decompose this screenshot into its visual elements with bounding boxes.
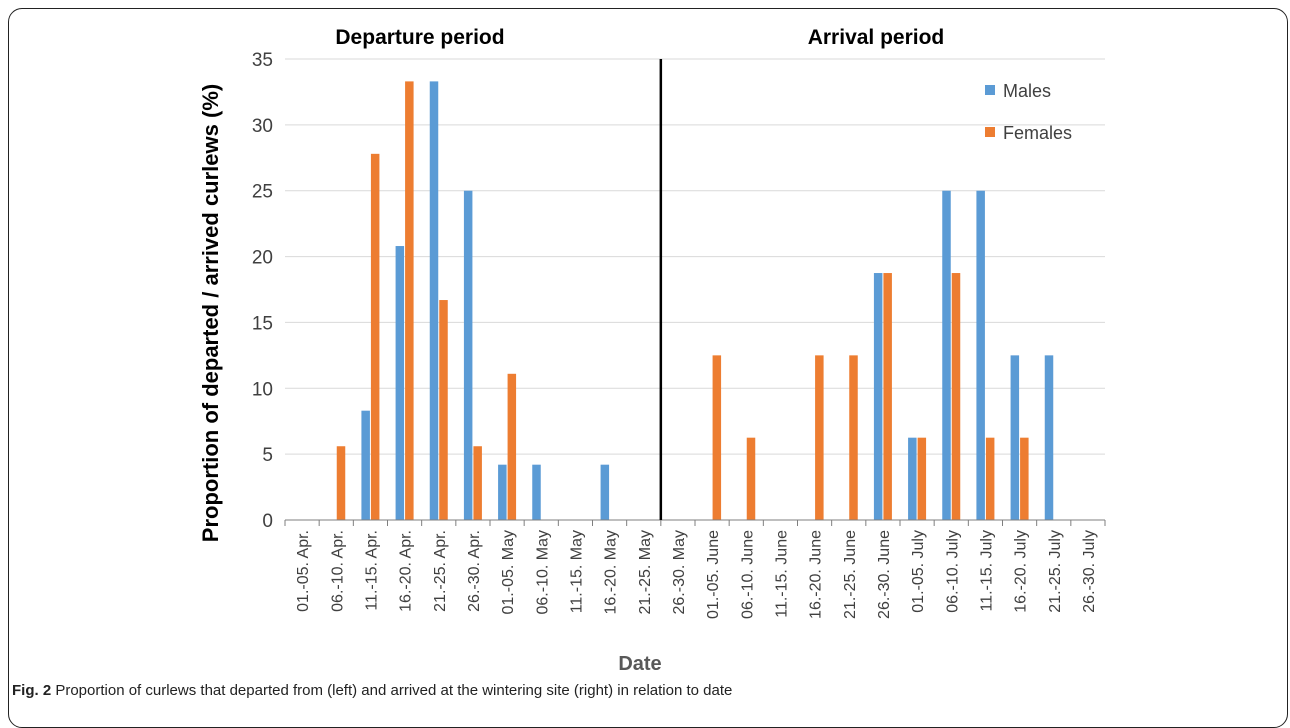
y-tick-label: 35 <box>252 50 273 71</box>
y-tick-label: 25 <box>252 182 273 203</box>
x-tick-label: 06.-10. June <box>739 530 756 619</box>
x-tick-label: 16.-20. Apr. <box>398 530 415 612</box>
bar-females-6 <box>507 373 517 520</box>
caption-label: Fig. 2 <box>12 682 52 699</box>
x-tick-label: 01.-05. June <box>705 530 722 619</box>
bar-females-12 <box>712 355 722 520</box>
bar-males-9 <box>600 464 610 520</box>
bar-males-20 <box>976 190 985 520</box>
x-tick-label: 06.-10. July <box>944 530 961 613</box>
bar-females-16 <box>849 355 858 520</box>
bar-females-17 <box>883 273 892 520</box>
x-tick-label: 11.-15. May <box>568 530 585 613</box>
bar-males-19 <box>942 190 951 520</box>
bar-males-2 <box>361 410 370 520</box>
bar-males-18 <box>908 437 917 520</box>
bar-males-22 <box>1044 355 1054 520</box>
legend: Males Females <box>985 81 1072 143</box>
x-tick-label: 21.-25. July <box>1047 530 1064 613</box>
x-tick-label: 26.-30. June <box>876 530 893 619</box>
x-tick-label: 16.-20. June <box>808 530 825 619</box>
x-tick-label: 21.-25. June <box>842 530 859 619</box>
y-tick-label: 10 <box>252 379 273 400</box>
bar-chart: 0 5 10 15 20 25 30 35 01.-05. Apr. 06.-10. Apr. 11… <box>198 26 1106 675</box>
y-tick-label: 30 <box>252 116 273 137</box>
tick-labels: 0 5 10 15 20 25 30 35 01.-05. Apr. 06.-10. Apr. 11… <box>252 50 1098 619</box>
bar-females-3 <box>405 81 414 521</box>
bar-males-3 <box>395 246 405 520</box>
x-tick-label: 11.-15. July <box>978 530 995 612</box>
y-tick-label: 15 <box>252 313 273 334</box>
bar-females-5 <box>473 446 482 520</box>
bar-females-2 <box>370 153 380 520</box>
x-tick-label: 26.-30. Apr. <box>466 530 483 612</box>
x-tick-label: 16.-20. July <box>1013 530 1030 613</box>
x-tick-label: 06.-10. May <box>534 530 551 614</box>
bar-females-19 <box>951 273 961 520</box>
bar-males-17 <box>873 273 883 520</box>
bar-males-6 <box>498 464 507 520</box>
x-tick-label: 26.-30. May <box>671 530 688 614</box>
panel-label-departure: Departure period <box>335 26 504 49</box>
bar-males-21 <box>1010 355 1020 520</box>
x-tick-label: 26.-30. July <box>1081 530 1098 613</box>
gridlines <box>285 58 1105 455</box>
bar-females-4 <box>439 300 448 520</box>
legend-label-males: Males <box>1003 81 1051 101</box>
y-tick-label: 0 <box>262 511 273 532</box>
bar-females-13 <box>746 437 756 520</box>
bar-females-21 <box>1020 437 1029 520</box>
x-tick-label: 01.-05. May <box>500 530 517 614</box>
y-tick-label: 20 <box>252 248 273 269</box>
x-tick-label: 16.-20. May <box>603 530 620 614</box>
legend-label-females: Females <box>1003 123 1072 143</box>
figure-caption: Fig. 2 Proportion of curlews that depart… <box>12 682 732 699</box>
x-axis-title: Date <box>618 653 661 675</box>
y-tick-label: 5 <box>262 445 273 466</box>
x-tick-label: 01.-05. Apr. <box>295 530 312 612</box>
bar-females-15 <box>815 355 824 520</box>
axes <box>284 59 1106 526</box>
bar-females-20 <box>985 437 995 520</box>
bar-males-4 <box>429 81 439 521</box>
x-tick-label: 21.-25. May <box>637 530 654 614</box>
x-tick-label: 01.-05. July <box>910 530 927 613</box>
bars <box>336 81 1054 521</box>
caption-text: Proportion of curlews that departed from… <box>51 682 733 699</box>
panel-label-arrival: Arrival period <box>808 26 945 49</box>
bar-females-1 <box>336 446 346 520</box>
x-tick-label: 11.-15. Apr. <box>363 530 380 611</box>
bar-males-7 <box>532 464 541 520</box>
legend-swatch-males <box>985 85 995 95</box>
x-tick-label: 21.-25. Apr. <box>432 530 449 612</box>
bar-males-5 <box>463 190 473 520</box>
bar-females-18 <box>917 437 927 520</box>
y-axis-title: Proportion of departed / arrived curlews… <box>198 84 223 542</box>
x-tick-label: 06.-10. Apr. <box>329 530 346 612</box>
x-tick-label: 11.-15. June <box>773 530 790 618</box>
legend-swatch-females <box>985 127 995 137</box>
